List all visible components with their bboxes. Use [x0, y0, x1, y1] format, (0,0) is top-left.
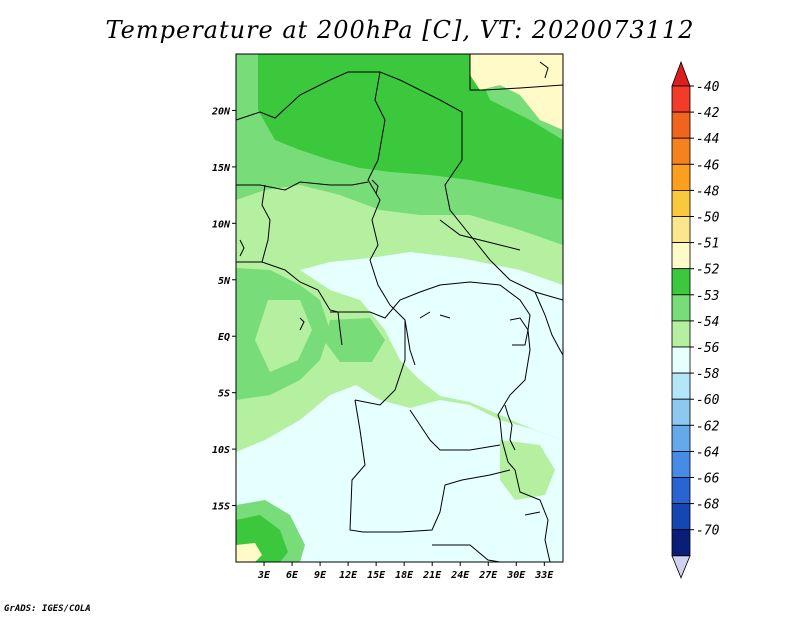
- colorbar-swatch: [671, 424, 691, 452]
- temperature-field: [236, 54, 563, 562]
- longitude-axis: 3E 6E 9E 12E 15E 18E 21E 24E 27E 30E 33E: [257, 562, 554, 581]
- lon-tick-label: 9E: [314, 570, 327, 581]
- lon-tick-label: 18E: [395, 570, 414, 581]
- colorbar-label: -52: [696, 263, 720, 278]
- lat-tick-label: EQ: [218, 332, 230, 343]
- boundary-lines: [236, 54, 563, 562]
- colorbar-label: -62: [696, 419, 720, 434]
- colorbar-label: -50: [696, 211, 720, 226]
- lon-tick-label: 3E: [257, 570, 271, 581]
- colorbar-label: -46: [696, 158, 720, 173]
- lat-tick-label: 10N: [212, 219, 231, 230]
- chart-title: Temperature at 200hPa [C], VT: 202007311…: [105, 16, 695, 44]
- colorbar-swatch: [671, 189, 691, 217]
- field-southwest-yellow: [236, 543, 262, 562]
- latitude-axis: 20N 15N 10N 5N EQ 5S 10S 15S: [211, 106, 236, 513]
- lon-tick-label: 33E: [534, 570, 554, 581]
- colorbar-label: -64: [696, 445, 719, 460]
- lat-tick-label: 10S: [212, 445, 230, 456]
- colorbar-bottom-arrow: [671, 555, 691, 579]
- colorbar-swatch: [671, 320, 691, 348]
- lon-tick-label: 6E: [286, 570, 299, 581]
- colorbar-swatch: [671, 372, 691, 400]
- field-northeast-yellow: [470, 54, 563, 130]
- lon-tick-label: 21E: [422, 570, 442, 581]
- grads-credit: GrADS: IGES/COLA: [4, 604, 91, 614]
- colorbar-label: -48: [696, 184, 720, 199]
- colorbar-label: -44: [696, 132, 719, 147]
- colorbar-swatch: [671, 450, 691, 478]
- lat-tick-label: 20N: [211, 106, 231, 117]
- colorbar-label: -60: [696, 393, 720, 408]
- map-frame: [235, 53, 564, 563]
- field-western-light-patch: [255, 300, 312, 372]
- field-central-cyan: [300, 252, 563, 440]
- colorbar-swatch: [671, 346, 691, 374]
- colorbar-swatch: [671, 529, 691, 557]
- colorbar-label: -58: [696, 367, 720, 382]
- field-southeast-light-patch: [500, 440, 555, 500]
- colorbar-swatch: [671, 85, 691, 113]
- colorbar-swatch: [671, 216, 691, 244]
- colorbar-label: -40: [696, 80, 720, 95]
- colorbar-label: -42: [696, 106, 720, 121]
- colorbar-swatch: [671, 294, 691, 322]
- colorbar-swatch: [671, 503, 691, 531]
- field-northern-dark-green: [258, 54, 563, 200]
- colorbar: -40 -42 -44 -46 -48 -50 -51 -52 -53 -54 -56 -58 -60 -…: [671, 60, 720, 579]
- colorbar-swatch: [671, 242, 691, 270]
- colorbar-swatch: [671, 137, 691, 165]
- colorbar-label: -53: [696, 289, 719, 304]
- lon-tick-label: 27E: [478, 570, 498, 581]
- colorbar-swatch: [671, 268, 691, 296]
- lon-tick-label: 30E: [506, 570, 526, 581]
- colorbar-label: -51: [696, 237, 719, 252]
- colorbar-label: -66: [696, 472, 720, 487]
- colorbar-swatch: [671, 477, 691, 505]
- lon-tick-label: 12E: [339, 570, 358, 581]
- lon-tick-label: 24E: [450, 570, 470, 581]
- lat-tick-label: 5S: [218, 389, 230, 400]
- colorbar-label: -54: [696, 315, 719, 330]
- lat-tick-label: 15N: [212, 163, 231, 174]
- colorbar-swatch: [671, 163, 691, 191]
- lat-tick-label: 15S: [212, 502, 230, 513]
- colorbar-label: -56: [696, 341, 720, 356]
- colorbar-label: -70: [696, 524, 720, 539]
- field-southern-cyan: [236, 385, 563, 562]
- colorbar-swatch: [671, 111, 691, 139]
- lat-tick-label: 5N: [218, 276, 231, 287]
- colorbar-swatch: [671, 398, 691, 426]
- colorbar-top-arrow: [671, 60, 691, 87]
- colorbar-label: -68: [696, 498, 720, 513]
- lon-tick-label: 15E: [367, 570, 386, 581]
